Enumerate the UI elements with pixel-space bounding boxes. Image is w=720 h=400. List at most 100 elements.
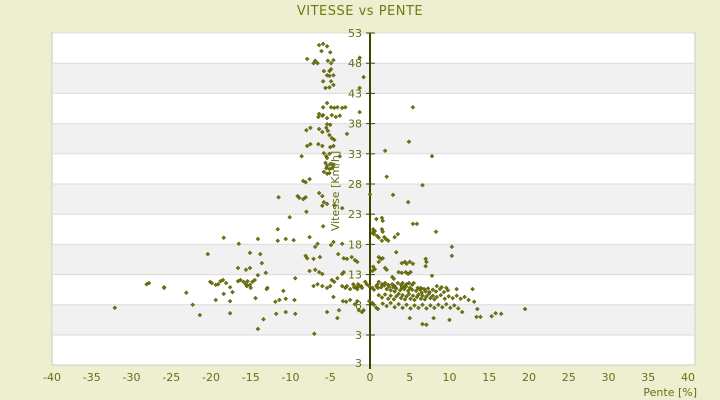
data-point [331, 162, 336, 168]
x-tick-label: 0 [367, 371, 374, 384]
x-tick-label: 30 [602, 371, 616, 384]
data-point [428, 295, 433, 301]
data-point [325, 128, 331, 134]
data-point [382, 148, 388, 154]
data-point [424, 259, 429, 265]
data-point [280, 288, 286, 294]
data-point [462, 294, 467, 300]
data-point [426, 291, 432, 297]
data-point [315, 141, 321, 147]
data-point [396, 269, 401, 275]
data-point [420, 293, 425, 299]
data-point [413, 288, 419, 294]
data-point [343, 299, 349, 305]
data-point [341, 255, 347, 261]
data-point [328, 66, 334, 72]
data-point [412, 303, 417, 308]
data-point [400, 280, 405, 286]
data-point [235, 265, 241, 271]
data-point [236, 241, 242, 247]
data-point [385, 296, 391, 302]
data-point [336, 307, 342, 313]
data-point [446, 293, 452, 299]
data-point [335, 251, 341, 257]
x-tick-label: -30 [123, 371, 141, 384]
data-point [449, 244, 455, 250]
data-point [329, 112, 335, 118]
data-point [255, 272, 261, 278]
data-point [470, 286, 475, 292]
data-point [385, 238, 391, 244]
data-point [474, 306, 480, 312]
data-point [399, 260, 405, 266]
data-point [315, 241, 320, 247]
data-point [384, 174, 390, 180]
data-point [259, 260, 265, 266]
data-point [261, 316, 266, 322]
data-point [400, 292, 405, 298]
data-point [408, 269, 413, 275]
data-point [331, 294, 336, 300]
y-tick-label: 8 [355, 299, 362, 312]
data-point [247, 250, 253, 256]
data-point [245, 278, 250, 284]
data-point [333, 114, 339, 120]
data-point [404, 302, 409, 308]
data-point [400, 305, 405, 311]
data-point [320, 41, 326, 47]
data-point [317, 254, 323, 260]
data-point [221, 291, 227, 297]
data-point [403, 284, 409, 290]
scatter-points [112, 41, 528, 337]
data-point [324, 285, 330, 291]
data-point [323, 85, 328, 91]
data-point [324, 100, 330, 106]
data-point [253, 295, 258, 301]
data-point [430, 287, 436, 293]
data-point [304, 255, 310, 261]
data-point [404, 261, 409, 267]
data-point [407, 315, 413, 321]
data-point [291, 237, 297, 243]
data-point [221, 235, 227, 241]
y-tick-label: 23 [348, 208, 362, 221]
data-point [339, 283, 345, 289]
data-point [489, 313, 494, 319]
data-point [319, 129, 325, 135]
data-point [328, 60, 334, 66]
data-point [442, 296, 448, 302]
data-point [327, 73, 332, 79]
data-point [375, 306, 381, 312]
data-point [319, 143, 325, 149]
data-point [371, 287, 377, 293]
data-point [396, 291, 401, 297]
data-point [392, 234, 397, 240]
data-point [366, 283, 372, 289]
data-point [408, 296, 413, 302]
data-point [382, 292, 388, 297]
data-point [316, 42, 322, 48]
x-tick-label: 40 [681, 371, 695, 384]
data-point [312, 244, 318, 250]
data-point [184, 290, 189, 296]
data-point [349, 254, 355, 260]
data-point [283, 296, 289, 302]
x-tick-label: 35 [641, 371, 655, 384]
data-point [327, 283, 333, 289]
data-point [429, 273, 435, 279]
data-point [411, 280, 417, 286]
data-point [498, 311, 504, 317]
y-axis-bottom-label: 3 [355, 357, 362, 370]
data-point [276, 194, 281, 200]
data-point [296, 195, 302, 201]
data-point [474, 314, 479, 320]
data-point [327, 151, 332, 157]
data-point [283, 309, 289, 315]
data-point [247, 265, 253, 271]
data-point [395, 231, 401, 237]
data-point [323, 165, 329, 171]
data-point [328, 78, 334, 84]
data-point [449, 253, 455, 259]
